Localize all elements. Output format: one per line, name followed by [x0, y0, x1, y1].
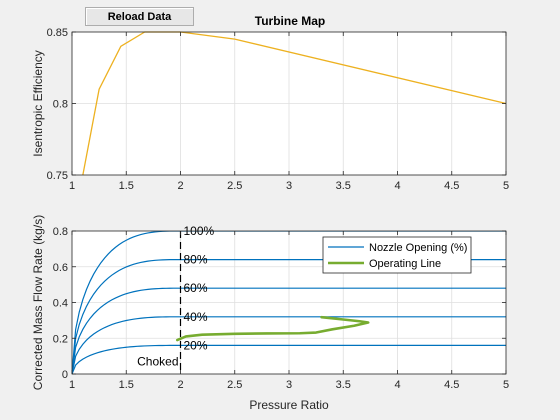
x-tick-label: 4 [394, 379, 400, 391]
x-tick-label: 2 [177, 180, 183, 192]
nozzle-curve-100 [72, 231, 506, 374]
x-tick-label: 2.5 [227, 379, 242, 391]
legend-entry: Nozzle Opening (%) [369, 242, 467, 254]
nozzle-curve-40 [72, 316, 506, 374]
y-tick-label: 0.8 [53, 99, 68, 111]
y-tick-label: 0.85 [47, 27, 68, 39]
nozzle-curve-20 [72, 344, 506, 374]
legend: Nozzle Opening (%) Operating Line [322, 236, 472, 274]
x-axis-label: Pressure Ratio [249, 398, 329, 412]
y-axis-label: Isentropic Efficiency [31, 50, 45, 157]
nozzle-label: 80% [184, 253, 208, 267]
nozzle-label: 60% [184, 281, 208, 295]
y-tick-label: 0 [62, 369, 68, 381]
reload-data-button[interactable]: Reload Data [85, 7, 194, 26]
nozzle-label: 20% [184, 338, 208, 352]
operating-line [175, 315, 370, 342]
x-tick-label: 4.5 [444, 180, 459, 192]
nozzle-label: 40% [184, 310, 208, 324]
x-tick-label: 3.5 [336, 379, 351, 391]
x-tick-label: 1.5 [119, 379, 134, 391]
x-tick-label: 1.5 [119, 180, 134, 192]
x-tick-label: 3 [286, 379, 292, 391]
nozzle-curve-60 [72, 287, 506, 374]
x-tick-label: 2 [177, 379, 183, 391]
x-tick-label: 5 [503, 379, 509, 391]
y-tick-label: 0.6 [53, 262, 68, 274]
x-tick-label: 1 [69, 379, 75, 391]
legend-box [322, 236, 472, 274]
x-tick-label: 5 [503, 180, 509, 192]
x-tick-label: 4.5 [444, 379, 459, 391]
choked-label: Choked [137, 354, 178, 368]
x-tick-label: 3.5 [336, 180, 351, 192]
y-tick-label: 0.8 [53, 226, 68, 238]
x-tick-label: 1 [69, 180, 75, 192]
legend-entry: Operating Line [369, 258, 441, 270]
chart-title: Turbine Map [255, 14, 325, 28]
y-axis-label: Corrected Mass Flow Rate (kg/s) [31, 215, 45, 390]
y-tick-label: 0.2 [53, 333, 68, 345]
y-tick-label: 0.75 [47, 170, 68, 182]
x-tick-label: 2.5 [227, 180, 242, 192]
x-tick-label: 3 [286, 180, 292, 192]
x-tick-label: 4 [394, 180, 400, 192]
y-tick-label: 0.4 [53, 298, 68, 310]
